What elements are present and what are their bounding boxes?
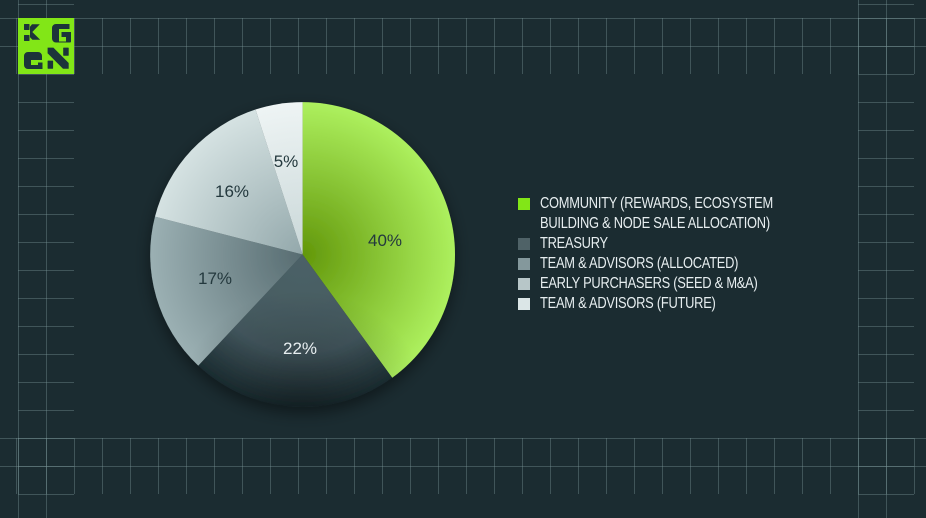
- svg-text:22%: 22%: [283, 339, 317, 358]
- svg-text:40%: 40%: [368, 231, 402, 250]
- svg-text:17%: 17%: [198, 269, 232, 288]
- svg-text:5%: 5%: [274, 152, 299, 171]
- svg-text:16%: 16%: [215, 182, 249, 201]
